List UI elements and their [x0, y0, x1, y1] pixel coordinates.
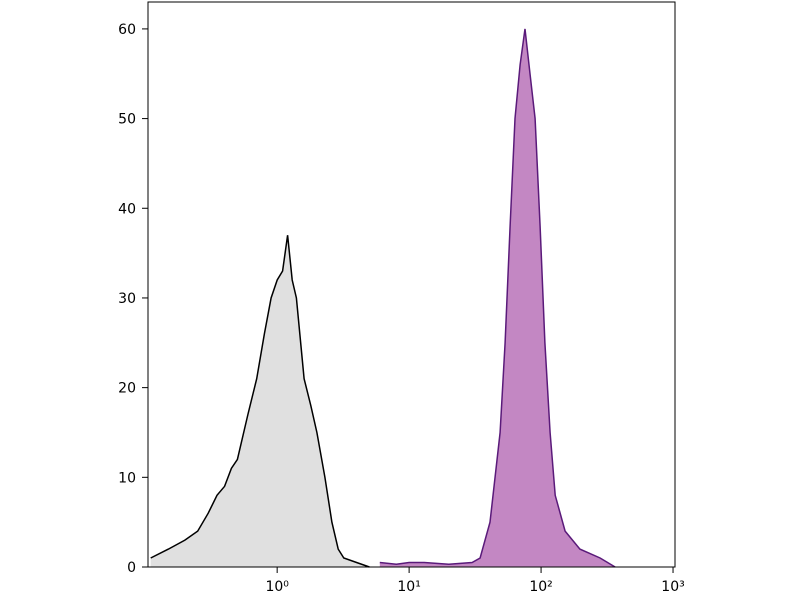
- area-fill: [379, 28, 616, 567]
- histogram-line: [379, 28, 616, 568]
- y-tick-label: 50: [118, 112, 136, 128]
- y-tick-label: 10: [118, 470, 136, 486]
- y-tick-label: 40: [118, 201, 136, 217]
- y-tick-label: 0: [127, 560, 136, 576]
- x-tick-label: 10³: [661, 579, 684, 595]
- y-tick-label: 30: [118, 291, 136, 307]
- histogram-line: [150, 235, 370, 568]
- y-tick-label: 60: [118, 22, 136, 38]
- x-tick-label: 10¹: [397, 579, 420, 595]
- y-tick-label: 20: [118, 381, 136, 397]
- area-fill: [150, 235, 370, 567]
- x-tick-label: 10²: [529, 579, 552, 595]
- plot-frame: [147, 1, 676, 568]
- x-tick-label: 10⁰: [265, 579, 289, 595]
